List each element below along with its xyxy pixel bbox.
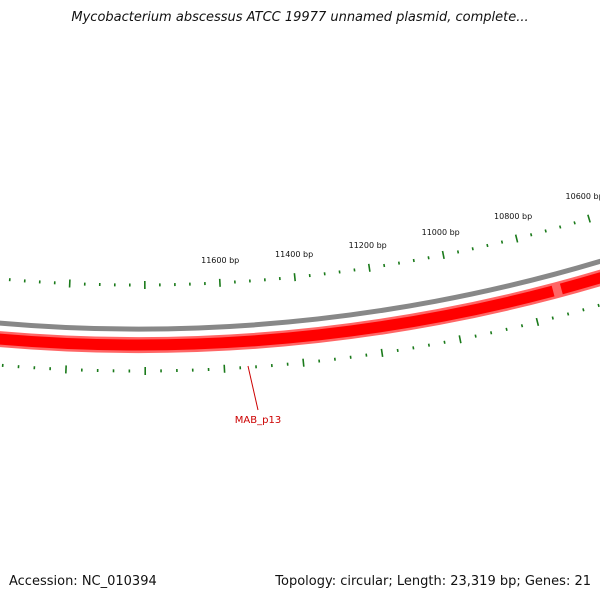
tick-label: 11600 bp <box>201 256 239 265</box>
gene-leader-line <box>247 365 259 411</box>
major-tick <box>458 335 462 344</box>
tick-label: 11400 bp <box>275 250 313 259</box>
minor-tick <box>471 247 474 251</box>
major-tick <box>293 273 296 282</box>
accession-text: Accession: NC_010394 <box>9 574 157 589</box>
minor-tick <box>500 240 504 244</box>
minor-tick <box>544 229 547 233</box>
minor-tick <box>397 261 401 265</box>
minor-tick <box>566 312 570 316</box>
page-title: Mycobacterium abscessus ATCC 19977 unnam… <box>71 10 529 25</box>
tick-labels: 9800 bp10000 bp10200 bp10400 bp10600 bp1… <box>201 192 600 265</box>
minor-tick <box>486 243 489 248</box>
outer-tick-ring <box>8 214 591 289</box>
summary-text: Topology: circular; Length: 23,319 bp; G… <box>275 574 591 589</box>
minor-tick <box>558 225 562 229</box>
major-tick <box>587 214 591 223</box>
minor-tick <box>530 233 533 237</box>
minor-tick <box>412 258 415 263</box>
major-tick <box>514 234 519 243</box>
minor-tick <box>582 308 585 312</box>
major-tick <box>441 250 445 260</box>
tick-label: 11200 bp <box>349 241 387 250</box>
gene-arc[interactable] <box>0 285 555 351</box>
inner-tick-ring <box>1 303 600 375</box>
minor-tick <box>427 256 430 260</box>
minor-tick <box>490 331 493 335</box>
tick-label: 10600 bp <box>566 192 600 201</box>
minor-tick <box>505 327 508 331</box>
major-tick <box>302 358 305 367</box>
plasmid-backbone <box>0 258 600 332</box>
tick-label: 10800 bp <box>494 212 532 221</box>
minor-tick <box>520 324 524 328</box>
minor-tick <box>597 303 600 308</box>
minor-tick <box>573 221 576 225</box>
major-tick <box>380 348 384 357</box>
gene-arc-right[interactable] <box>559 155 600 295</box>
major-tick <box>535 317 540 327</box>
tick-label: 11000 bp <box>422 228 460 237</box>
major-tick <box>367 263 371 272</box>
minor-tick <box>412 346 415 350</box>
minor-tick <box>474 334 477 338</box>
minor-tick <box>551 316 554 320</box>
minor-tick <box>456 250 460 254</box>
minor-tick <box>427 343 430 347</box>
gene-label[interactable]: MAB_p13 <box>235 415 281 426</box>
minor-tick <box>443 340 446 344</box>
